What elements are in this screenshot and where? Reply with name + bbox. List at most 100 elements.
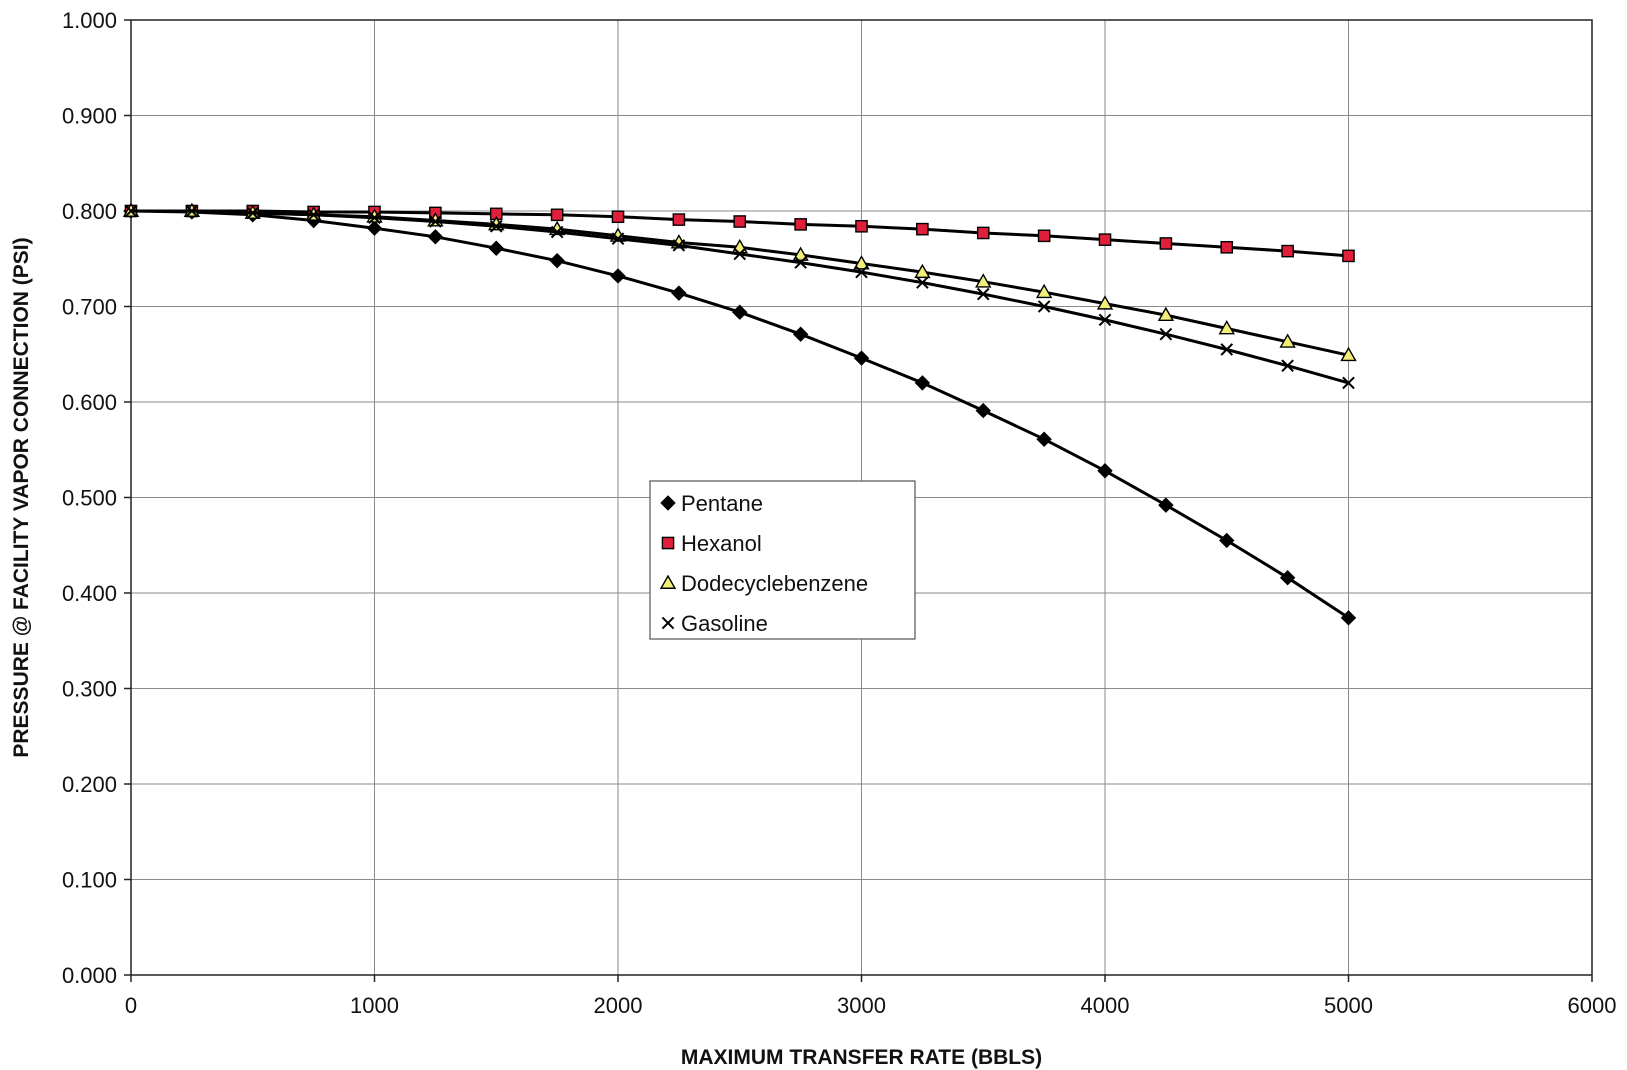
hexanol-point [976, 226, 990, 240]
x-marker-stroke [733, 247, 747, 261]
pentane-point [914, 375, 931, 391]
legend-gasoline-point [661, 616, 675, 630]
x-marker-stroke [1220, 343, 1234, 356]
legend-box [649, 480, 916, 640]
legend-pentane-point [660, 495, 676, 511]
gasoline-point [1281, 359, 1294, 373]
x-marker-stroke [794, 256, 807, 269]
hexanol-point [794, 218, 807, 231]
pentane-series [123, 203, 1357, 626]
legend-item-hexanol: Hexanol [661, 531, 762, 556]
x-marker-stroke [368, 211, 381, 224]
x-marker-stroke [489, 219, 503, 233]
dodecyclebenzene-point [1218, 320, 1235, 335]
gasoline-point [733, 247, 747, 261]
gasoline-point [1220, 343, 1234, 356]
gasoline-point [124, 204, 138, 218]
pentane-point [549, 252, 565, 269]
pentane-point [732, 304, 748, 320]
dodecyclebenzene-point [1035, 283, 1053, 299]
gasoline-point [550, 225, 564, 239]
y-tick-label: 0.900 [62, 104, 117, 129]
dodecyclebenzene-point [1340, 346, 1357, 362]
x-marker-stroke [672, 239, 686, 252]
gasoline-point [307, 208, 320, 222]
dodecyclebenzene-point [792, 246, 809, 261]
hexanol-point [611, 210, 625, 224]
x-marker-stroke [1342, 376, 1355, 390]
y-tick-label: 0.700 [62, 295, 117, 320]
hexanol-point [550, 208, 564, 222]
dodecyclebenzene-point [914, 263, 931, 279]
gasoline-point [185, 204, 199, 218]
pentane-point [671, 285, 687, 301]
gasoline-point [672, 239, 686, 252]
legend-item-gasoline: Gasoline [661, 611, 768, 636]
gasoline-point [976, 287, 990, 301]
gasoline-point [1159, 327, 1173, 341]
y-tick-label: 0.500 [62, 486, 117, 511]
y-tick-label: 0.600 [62, 390, 117, 415]
pentane-point [853, 350, 870, 366]
y-tick-label: 0.300 [62, 677, 117, 702]
gasoline-point [855, 265, 868, 279]
legend-label: Dodecyclebenzene [681, 571, 868, 596]
x-marker-stroke [185, 204, 199, 218]
x-marker-stroke [976, 287, 990, 301]
dodecyclebenzene-point [853, 255, 870, 270]
pentane-point [1036, 431, 1052, 447]
pentane-point [1219, 532, 1235, 549]
gasoline-point [429, 215, 442, 228]
pentane-point [792, 326, 809, 342]
pentane-point [427, 229, 444, 245]
legend: Pentane Hexanol Dodecyclebenzene Gasoline [649, 480, 916, 640]
hexanol-point [1342, 249, 1355, 263]
x-marker-stroke [307, 208, 320, 222]
hexanol-point [1098, 233, 1112, 246]
hexanol-point [672, 213, 686, 226]
legend-label: Pentane [681, 491, 763, 516]
legend-label: Hexanol [681, 531, 762, 556]
pentane-point [1097, 463, 1113, 479]
x-marker-stroke [429, 215, 442, 228]
hexanol-point [1281, 244, 1294, 258]
pentane-point [488, 240, 504, 256]
legend-item-dodecyclebenzene: Dodecyclebenzene [659, 571, 868, 596]
x-tick-label: 6000 [1568, 993, 1617, 1018]
legend-label: Gasoline [681, 611, 768, 636]
x-marker-stroke [550, 225, 564, 239]
legend-dodecyclebenzene-point [659, 574, 677, 589]
x-tick-label: 3000 [837, 993, 886, 1018]
y-tick-label: 0.400 [62, 581, 117, 606]
gasoline-point [1037, 300, 1051, 313]
x-marker-stroke [611, 232, 625, 246]
x-marker-stroke [1281, 359, 1294, 373]
x-tick-label: 1000 [350, 993, 399, 1018]
gasoline-point [246, 206, 260, 220]
pentane-point [1158, 497, 1174, 513]
y-tick-label: 0.000 [62, 963, 117, 988]
legend-item-pentane: Pentane [660, 491, 763, 516]
pentane-point [610, 268, 626, 284]
gasoline-point [368, 211, 381, 224]
x-tick-label: 2000 [594, 993, 643, 1018]
gasoline-series [124, 204, 1355, 390]
gasoline-point [1342, 376, 1355, 390]
hexanol-point [1220, 240, 1234, 254]
x-marker-stroke [1159, 327, 1173, 341]
gasoline-point [1098, 313, 1112, 327]
gasoline-point [794, 256, 807, 269]
gasoline-point [489, 219, 503, 233]
y-axis-title: PRESSURE @ FACILITY VAPOR CONNECTION (PS… [10, 237, 33, 757]
x-marker-stroke [124, 204, 138, 218]
x-tick-label: 5000 [1324, 993, 1373, 1018]
gasoline-point [611, 232, 625, 246]
x-marker-stroke [246, 206, 260, 220]
x-marker-stroke [1037, 300, 1051, 313]
pentane-point [1279, 570, 1296, 586]
pentane-point [366, 220, 383, 236]
y-tick-label: 0.100 [62, 868, 117, 893]
series-lines [122, 202, 1357, 626]
